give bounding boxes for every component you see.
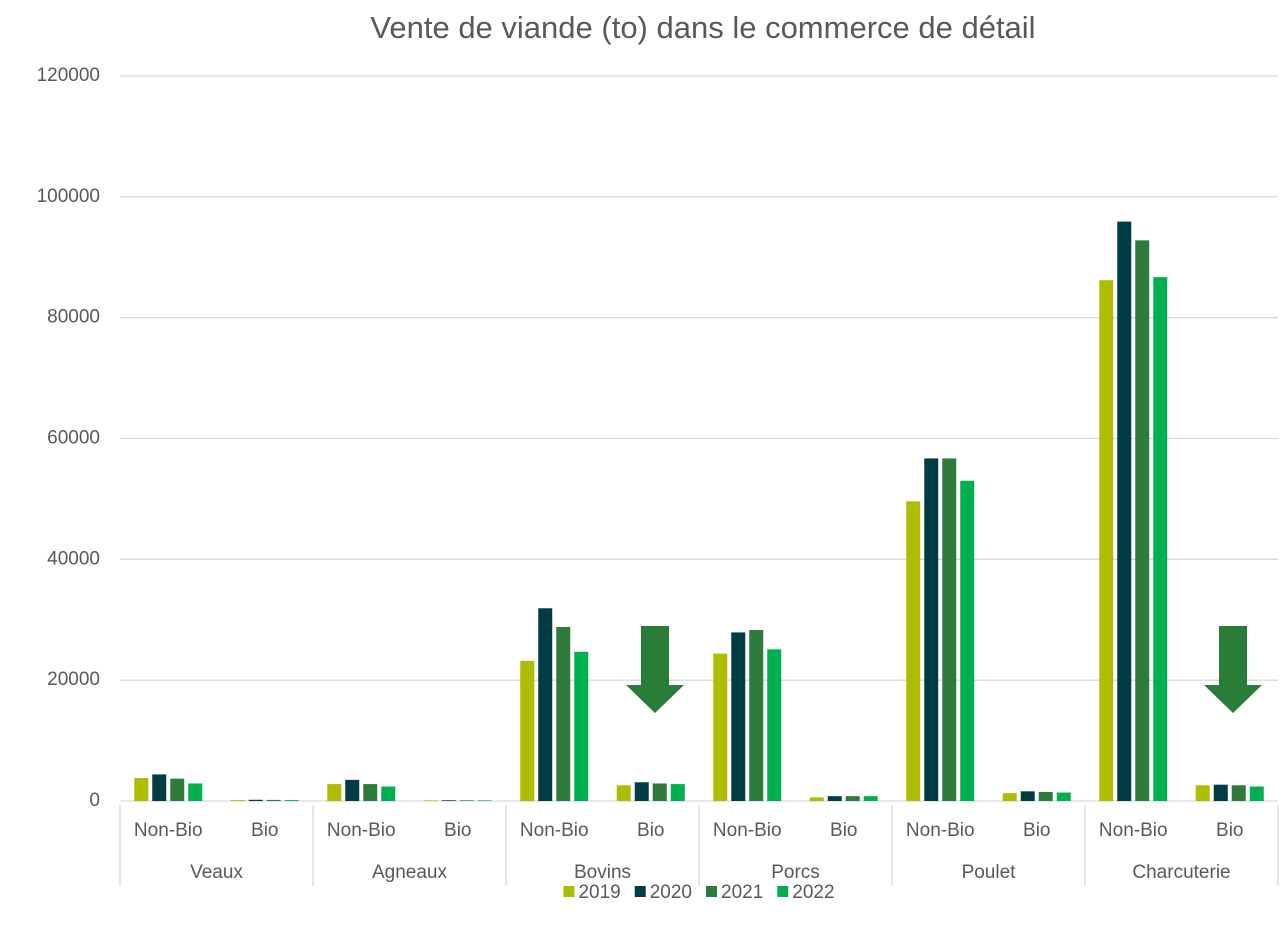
bar bbox=[520, 660, 535, 801]
legend-label: 2020 bbox=[650, 882, 692, 903]
bar bbox=[809, 797, 824, 801]
bar bbox=[441, 800, 456, 801]
bar bbox=[960, 480, 975, 801]
bar bbox=[574, 651, 589, 801]
y-tick-label: 100000 bbox=[37, 186, 100, 207]
bar bbox=[616, 785, 631, 801]
legend-label: 2021 bbox=[721, 882, 763, 903]
bar bbox=[863, 796, 878, 801]
bar bbox=[1153, 277, 1168, 801]
bar bbox=[134, 778, 149, 801]
bar bbox=[1195, 785, 1210, 801]
bar bbox=[423, 800, 438, 801]
bar bbox=[1099, 280, 1114, 801]
bar bbox=[363, 784, 378, 801]
y-tick-label: 0 bbox=[89, 790, 100, 811]
chart-title: Vente de viande (to) dans le commerce de… bbox=[370, 10, 1035, 45]
bar bbox=[1213, 784, 1228, 801]
bar bbox=[556, 627, 571, 801]
arrow bbox=[1204, 626, 1262, 713]
bar bbox=[1002, 793, 1017, 801]
bar bbox=[170, 778, 185, 801]
group-label: Agneaux bbox=[372, 862, 448, 883]
x-tick-label: Bio bbox=[444, 820, 471, 841]
bar bbox=[827, 796, 842, 801]
x-tick-label: Bio bbox=[1023, 820, 1050, 841]
bar bbox=[477, 800, 492, 801]
bar bbox=[188, 783, 203, 801]
bar bbox=[1020, 791, 1035, 801]
legend-swatch bbox=[777, 886, 789, 897]
group-label: Charcuterie bbox=[1132, 862, 1230, 883]
bar bbox=[345, 779, 360, 801]
bar bbox=[266, 799, 281, 801]
bar bbox=[1117, 221, 1132, 801]
y-tick-label: 80000 bbox=[47, 307, 100, 328]
bar bbox=[381, 786, 396, 801]
y-tick-label: 40000 bbox=[47, 548, 100, 569]
bar bbox=[845, 796, 860, 801]
bar bbox=[284, 800, 299, 801]
legend-swatch bbox=[563, 886, 575, 897]
group-label: Veaux bbox=[190, 862, 243, 883]
x-tick-label: Bio bbox=[251, 820, 278, 841]
x-tick-label: Bio bbox=[830, 820, 857, 841]
group-label: Poulet bbox=[962, 862, 1017, 883]
bar bbox=[459, 800, 474, 801]
bar bbox=[749, 630, 764, 801]
x-tick-label: Non-Bio bbox=[520, 820, 589, 841]
x-tick-label: Non-Bio bbox=[1099, 820, 1168, 841]
arrow bbox=[626, 626, 684, 713]
bar bbox=[942, 458, 957, 801]
y-tick-label: 60000 bbox=[47, 428, 100, 449]
bar bbox=[1249, 786, 1264, 801]
arrows bbox=[626, 626, 1262, 713]
bar bbox=[713, 653, 728, 801]
y-tick-label: 120000 bbox=[37, 65, 100, 86]
bar bbox=[634, 782, 649, 801]
bar bbox=[1231, 785, 1246, 801]
legend-label: 2022 bbox=[792, 882, 834, 903]
bar bbox=[1038, 791, 1053, 801]
bar bbox=[538, 608, 553, 801]
x-tick-label: Non-Bio bbox=[327, 820, 396, 841]
bar bbox=[906, 501, 921, 801]
x-tick-label: Non-Bio bbox=[906, 820, 975, 841]
bar bbox=[767, 649, 782, 801]
x-tick-label: Non-Bio bbox=[134, 820, 203, 841]
group-label: Porcs bbox=[771, 862, 820, 883]
bar bbox=[152, 774, 167, 801]
bar bbox=[327, 784, 342, 801]
bar bbox=[652, 783, 667, 801]
legend-swatch bbox=[706, 886, 717, 897]
legend-label: 2019 bbox=[578, 882, 620, 903]
legend-swatch bbox=[634, 886, 646, 897]
x-tick-label: Bio bbox=[1216, 820, 1243, 841]
bar bbox=[731, 632, 746, 801]
bar bbox=[248, 799, 263, 801]
bar bbox=[230, 800, 245, 801]
bar bbox=[924, 458, 939, 801]
bar bbox=[670, 784, 685, 801]
bar bbox=[1056, 792, 1071, 801]
y-tick-label: 20000 bbox=[47, 669, 100, 690]
x-tick-label: Non-Bio bbox=[713, 820, 782, 841]
x-tick-label: Bio bbox=[637, 820, 664, 841]
bar bbox=[1135, 240, 1150, 802]
group-label: Bovins bbox=[574, 862, 631, 883]
